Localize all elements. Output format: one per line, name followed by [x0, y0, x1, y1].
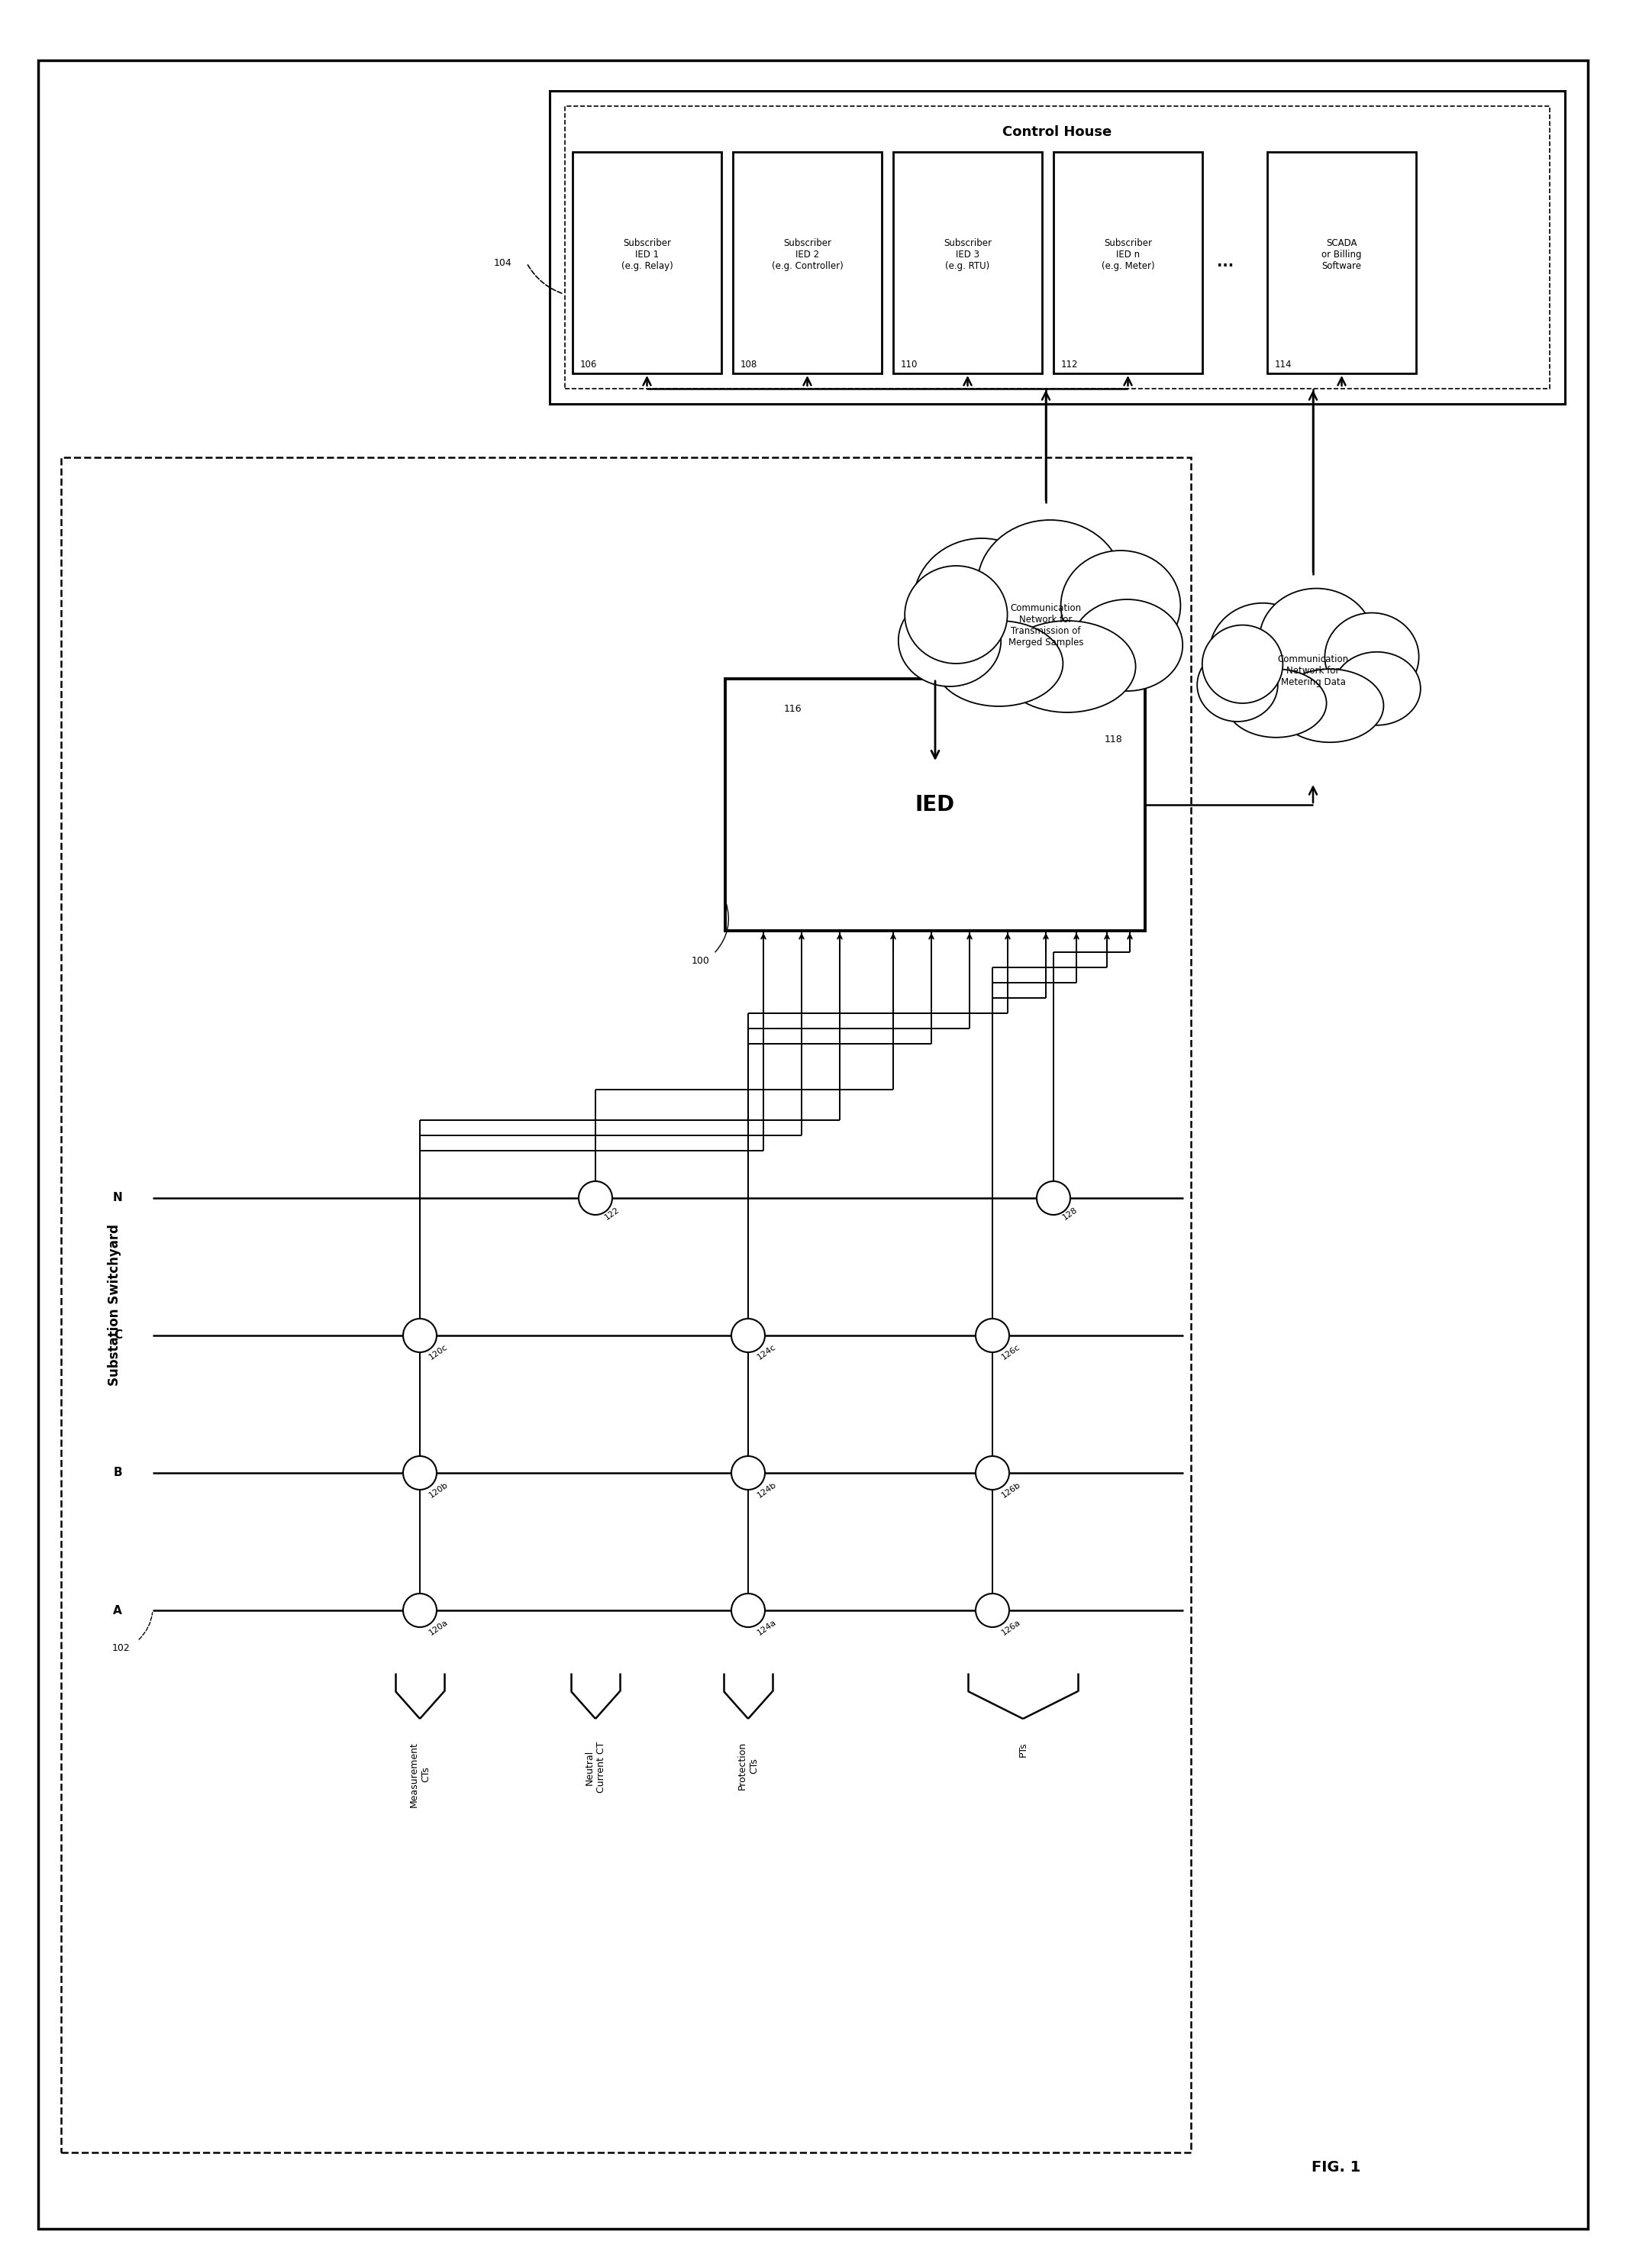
- Ellipse shape: [1325, 612, 1419, 701]
- Circle shape: [976, 1319, 1009, 1351]
- Text: ...: ...: [1218, 256, 1234, 270]
- Text: 110: 110: [900, 360, 919, 370]
- Ellipse shape: [1275, 669, 1384, 741]
- Text: N: N: [112, 1192, 122, 1204]
- Text: 126b: 126b: [999, 1480, 1023, 1498]
- Ellipse shape: [1061, 551, 1181, 660]
- Circle shape: [976, 1455, 1009, 1489]
- Ellipse shape: [1259, 589, 1373, 691]
- Text: Neutral
Current CT: Neutral Current CT: [585, 1741, 606, 1793]
- Ellipse shape: [899, 594, 1001, 687]
- Ellipse shape: [978, 519, 1123, 648]
- Text: B: B: [114, 1467, 122, 1478]
- Text: 102: 102: [112, 1644, 131, 1653]
- Text: IED: IED: [915, 793, 955, 816]
- Text: SCADA
or Billing
Software: SCADA or Billing Software: [1322, 238, 1361, 272]
- Text: 120a: 120a: [428, 1619, 449, 1637]
- Text: 124a: 124a: [755, 1619, 778, 1637]
- Circle shape: [732, 1594, 765, 1628]
- Bar: [1267, 152, 1416, 374]
- Text: Communication
Network for
Metering Data: Communication Network for Metering Data: [1277, 655, 1348, 687]
- Text: 120c: 120c: [428, 1342, 449, 1360]
- Ellipse shape: [1209, 603, 1317, 705]
- Ellipse shape: [999, 621, 1135, 712]
- Text: FIG. 1: FIG. 1: [1312, 2160, 1361, 2174]
- Circle shape: [732, 1455, 765, 1489]
- Text: 104: 104: [494, 258, 512, 268]
- Text: 106: 106: [580, 360, 598, 370]
- Circle shape: [403, 1455, 436, 1489]
- Ellipse shape: [1072, 598, 1183, 691]
- Text: Substation Switchyard: Substation Switchyard: [107, 1224, 121, 1385]
- Text: Subscriber
IED n
(e.g. Meter): Subscriber IED n (e.g. Meter): [1102, 238, 1155, 272]
- Circle shape: [403, 1319, 436, 1351]
- Ellipse shape: [1333, 653, 1421, 725]
- Ellipse shape: [1198, 648, 1277, 721]
- Text: A: A: [114, 1605, 122, 1616]
- Bar: [1054, 152, 1203, 374]
- Text: 124b: 124b: [755, 1480, 778, 1498]
- Bar: [894, 152, 1042, 374]
- Text: Communication
Network for
Transmission of
Merged Samples: Communication Network for Transmission o…: [1008, 603, 1084, 648]
- Text: 122: 122: [603, 1206, 621, 1222]
- Text: 120b: 120b: [428, 1480, 449, 1498]
- Text: 128: 128: [1061, 1206, 1079, 1222]
- Text: Subscriber
IED 3
(e.g. RTU): Subscriber IED 3 (e.g. RTU): [943, 238, 991, 272]
- Ellipse shape: [935, 621, 1062, 707]
- Ellipse shape: [1226, 669, 1327, 737]
- Circle shape: [403, 1594, 436, 1628]
- Text: Control House: Control House: [1003, 125, 1112, 138]
- Text: Subscriber
IED 1
(e.g. Relay): Subscriber IED 1 (e.g. Relay): [621, 238, 672, 272]
- Text: 112: 112: [1061, 360, 1079, 370]
- Text: 124c: 124c: [755, 1342, 776, 1362]
- Text: 126c: 126c: [999, 1342, 1021, 1360]
- Text: Protection
CTs: Protection CTs: [737, 1741, 758, 1791]
- Text: C: C: [114, 1331, 122, 1342]
- Bar: [565, 107, 1550, 388]
- Bar: [733, 152, 882, 374]
- Bar: [725, 678, 1145, 932]
- Ellipse shape: [1203, 626, 1284, 703]
- Text: 114: 114: [1275, 360, 1292, 370]
- Bar: [61, 458, 1191, 2151]
- Text: 116: 116: [783, 705, 801, 714]
- Text: Measurement
CTs: Measurement CTs: [410, 1741, 431, 1807]
- Text: Subscriber
IED 2
(e.g. Controller): Subscriber IED 2 (e.g. Controller): [771, 238, 843, 272]
- Circle shape: [976, 1594, 1009, 1628]
- Text: PTs: PTs: [1018, 1741, 1028, 1757]
- Circle shape: [578, 1181, 613, 1215]
- Text: 118: 118: [1104, 735, 1122, 746]
- Ellipse shape: [905, 567, 1008, 664]
- Ellipse shape: [914, 537, 1051, 666]
- Text: 126a: 126a: [999, 1619, 1023, 1637]
- Text: 108: 108: [740, 360, 758, 370]
- Text: 100: 100: [692, 957, 710, 966]
- Bar: [573, 152, 722, 374]
- Circle shape: [732, 1319, 765, 1351]
- Bar: [550, 91, 1564, 404]
- Circle shape: [1037, 1181, 1070, 1215]
